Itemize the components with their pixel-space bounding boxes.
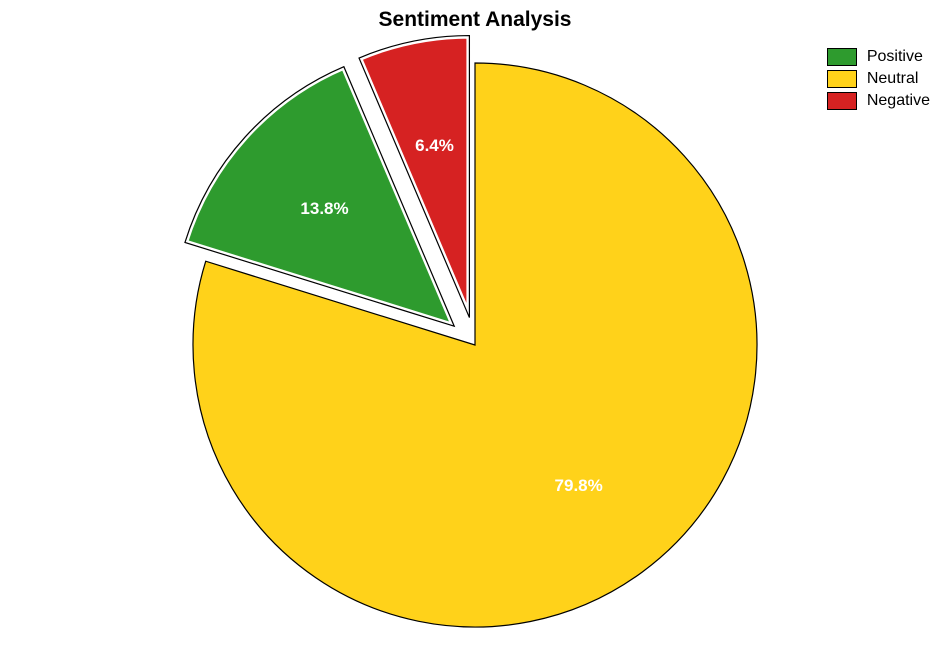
- legend-swatch-neutral: [827, 70, 857, 88]
- legend-item-neutral: Neutral: [827, 70, 930, 88]
- legend-item-negative: Negative: [827, 92, 930, 110]
- legend-swatch-positive: [827, 48, 857, 66]
- legend-swatch-negative: [827, 92, 857, 110]
- pie-svg: [0, 0, 950, 662]
- sentiment-pie-chart: Sentiment Analysis Positive Neutral Nega…: [0, 0, 950, 662]
- legend-label: Neutral: [867, 70, 919, 88]
- slice-label-positive: 13.8%: [300, 199, 348, 219]
- legend-label: Negative: [867, 92, 930, 110]
- legend-label: Positive: [867, 48, 923, 66]
- legend: Positive Neutral Negative: [827, 48, 930, 114]
- slice-label-negative: 6.4%: [415, 136, 454, 156]
- slice-label-neutral: 79.8%: [555, 476, 603, 496]
- legend-item-positive: Positive: [827, 48, 930, 66]
